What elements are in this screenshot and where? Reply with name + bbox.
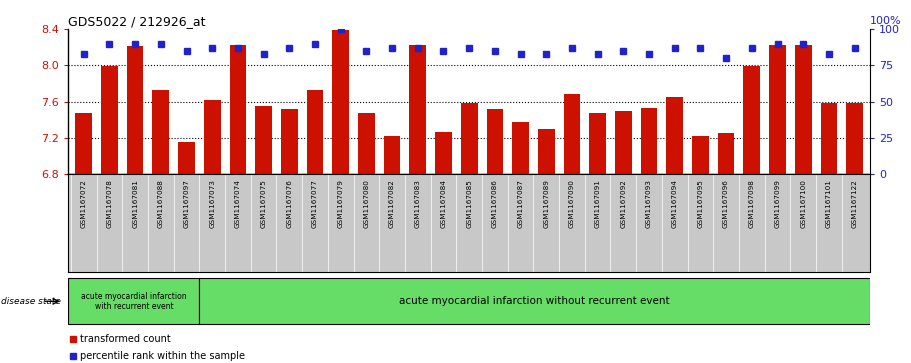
Text: GSM1167072: GSM1167072 (81, 179, 87, 228)
Text: GSM1167096: GSM1167096 (723, 179, 729, 228)
Bar (281, 109, 298, 174)
Text: GSM1167092: GSM1167092 (620, 179, 627, 228)
Text: GSM1167100: GSM1167100 (800, 179, 806, 228)
Text: GSM1167083: GSM1167083 (415, 179, 421, 228)
Text: GSM1167098: GSM1167098 (749, 179, 755, 228)
Bar (255, 106, 272, 174)
Text: GSM1167097: GSM1167097 (183, 179, 189, 228)
Text: GSM1167081: GSM1167081 (132, 179, 138, 228)
Bar (358, 114, 374, 174)
Bar (794, 45, 812, 174)
Text: GDS5022 / 212926_at: GDS5022 / 212926_at (68, 15, 206, 28)
Bar (537, 129, 555, 174)
Bar (846, 102, 863, 174)
Bar (333, 30, 349, 174)
Text: transformed count: transformed count (80, 334, 170, 344)
Bar (486, 109, 503, 174)
Text: GSM1167091: GSM1167091 (595, 179, 600, 228)
Bar (435, 132, 452, 174)
Bar (101, 66, 118, 174)
Text: GSM1167074: GSM1167074 (235, 179, 241, 228)
Text: 100%: 100% (870, 16, 902, 26)
Text: GSM1167073: GSM1167073 (210, 179, 215, 228)
Bar (76, 113, 92, 174)
Bar (127, 46, 144, 174)
Text: disease state: disease state (1, 297, 60, 306)
Bar (666, 97, 683, 174)
Text: GSM1167086: GSM1167086 (492, 179, 497, 228)
Text: GSM1167099: GSM1167099 (774, 179, 781, 228)
Bar (384, 136, 401, 174)
Bar (718, 133, 734, 174)
FancyBboxPatch shape (200, 278, 870, 324)
Bar (692, 136, 709, 174)
Bar (152, 90, 169, 174)
Text: GSM1167088: GSM1167088 (158, 179, 164, 228)
Text: GSM1167079: GSM1167079 (338, 179, 343, 228)
Bar (564, 94, 580, 174)
Text: GSM1167082: GSM1167082 (389, 179, 395, 228)
Text: GSM1167080: GSM1167080 (363, 179, 369, 228)
Text: GSM1167089: GSM1167089 (543, 179, 549, 228)
Text: GSM1167077: GSM1167077 (312, 179, 318, 228)
Bar (204, 100, 220, 174)
Text: GSM1167084: GSM1167084 (441, 179, 446, 228)
Bar (769, 45, 786, 174)
Bar (743, 66, 760, 174)
Text: GSM1167085: GSM1167085 (466, 179, 472, 228)
Text: GSM1167093: GSM1167093 (646, 179, 652, 228)
Bar (512, 122, 529, 174)
Text: percentile rank within the sample: percentile rank within the sample (80, 351, 245, 362)
Text: GSM1167094: GSM1167094 (671, 179, 678, 228)
FancyBboxPatch shape (68, 278, 200, 324)
Bar (821, 102, 837, 174)
Text: GSM1167075: GSM1167075 (261, 179, 267, 228)
Bar (640, 108, 658, 174)
Bar (307, 90, 323, 174)
Text: GSM1167101: GSM1167101 (826, 179, 832, 228)
Bar (461, 102, 477, 174)
Bar (179, 142, 195, 174)
Bar (615, 111, 631, 174)
Text: acute myocardial infarction
with recurrent event: acute myocardial infarction with recurre… (81, 291, 187, 311)
Text: GSM1167078: GSM1167078 (107, 179, 112, 228)
Text: GSM1167090: GSM1167090 (569, 179, 575, 228)
Text: GSM1167095: GSM1167095 (698, 179, 703, 228)
Text: GSM1167076: GSM1167076 (286, 179, 292, 228)
Bar (230, 45, 246, 174)
Text: acute myocardial infarction without recurrent event: acute myocardial infarction without recu… (399, 296, 670, 306)
Bar (589, 114, 606, 174)
Text: GSM1167087: GSM1167087 (517, 179, 524, 228)
Bar (409, 45, 426, 174)
Text: GSM1167122: GSM1167122 (852, 179, 857, 228)
